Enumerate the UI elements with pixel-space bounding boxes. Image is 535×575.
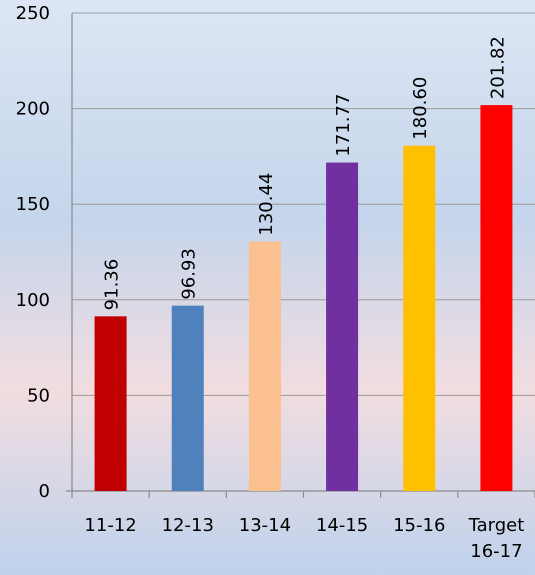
y-tick-label: 100 <box>16 290 50 311</box>
bar <box>403 145 436 491</box>
value-label: 96.93 <box>179 248 200 300</box>
bar <box>94 316 127 491</box>
x-tick-label: 11-12 <box>84 515 136 536</box>
y-tick-label: 200 <box>16 99 50 120</box>
bar <box>248 241 281 491</box>
value-label: 130.44 <box>256 173 277 236</box>
x-tick-label: Target 16-17 <box>468 515 525 562</box>
x-tick-label: 15-16 <box>393 515 445 536</box>
bar <box>326 162 359 492</box>
y-tick-label: 50 <box>27 385 50 406</box>
x-tick-label: 14-15 <box>316 515 368 536</box>
y-tick-label: 0 <box>39 481 50 502</box>
value-label: 180.60 <box>410 77 431 140</box>
y-tick-label: 250 <box>16 3 50 24</box>
x-tick-label: 13-14 <box>239 515 291 536</box>
bar <box>480 105 513 491</box>
value-label: 201.82 <box>487 36 508 99</box>
y-tick-label: 150 <box>16 194 50 215</box>
bar <box>171 305 204 491</box>
value-label: 91.36 <box>102 259 123 311</box>
value-label: 171.77 <box>333 94 354 157</box>
x-tick-label: 12-13 <box>162 515 214 536</box>
